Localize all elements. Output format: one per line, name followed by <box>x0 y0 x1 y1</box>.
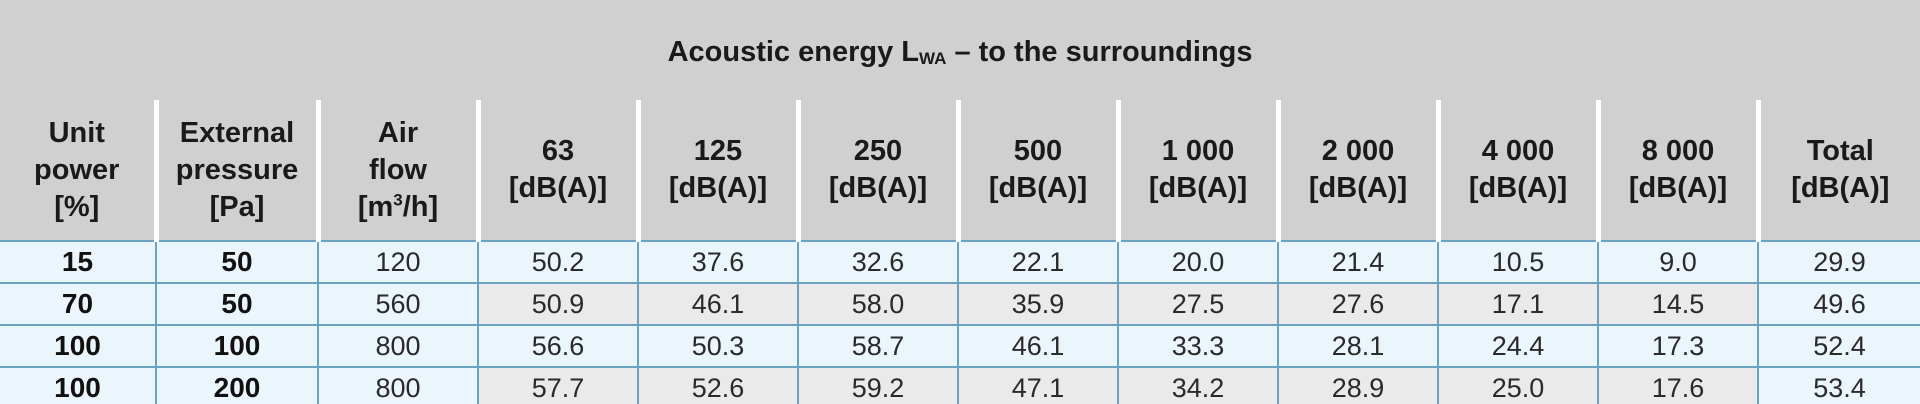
header-freq-label: 500 <box>1013 135 1063 167</box>
cell-total: 53.4 <box>1756 366 1920 404</box>
cell-value: 27.6 <box>1277 282 1438 325</box>
cell-value: 34.2 <box>1117 366 1278 404</box>
cell-external-pressure: 50 <box>155 282 318 325</box>
header-freq-label: 8 000 <box>1641 135 1715 167</box>
cell-total: 52.4 <box>1756 324 1920 367</box>
header-freq-500: 500 [dB(A)] <box>955 100 1118 241</box>
cell-external-pressure: 200 <box>155 366 318 404</box>
header-freq-label: 1 000 <box>1161 135 1235 167</box>
header-freq-2000: 2 000 [dB(A)] <box>1275 100 1438 241</box>
cell-value: 58.0 <box>797 282 958 325</box>
cell-unit-power: 70 <box>0 282 156 325</box>
header-freq-250: 250 [dB(A)] <box>795 100 958 241</box>
cell-unit-power: 15 <box>0 240 156 283</box>
title-subscript: WA <box>919 48 947 68</box>
header-freq-unit: [dB(A)] <box>988 172 1088 204</box>
cell-value: 27.5 <box>1117 282 1278 325</box>
header-external-pressure-unit: [Pa] <box>209 190 265 223</box>
header-freq-label: 125 <box>693 135 743 167</box>
header-freq-unit: [dB(A)] <box>668 172 768 204</box>
header-freq-unit: [dB(A)] <box>1468 172 1568 204</box>
header-freq-unit: [dB(A)] <box>1308 172 1408 204</box>
header-unit-power-unit: [%] <box>54 190 100 223</box>
header-external-pressure-line1: External <box>179 116 295 149</box>
cell-value: 14.5 <box>1597 282 1758 325</box>
cell-external-pressure: 50 <box>155 240 318 283</box>
header-freq-unit: [dB(A)] <box>1148 172 1248 204</box>
cell-value: 17.1 <box>1437 282 1598 325</box>
cell-value: 52.6 <box>637 366 798 404</box>
cell-total: 49.6 <box>1756 282 1920 325</box>
cell-value: 28.9 <box>1277 366 1438 404</box>
cell-value: 20.0 <box>1117 240 1278 283</box>
cell-air-flow: 800 <box>317 324 478 367</box>
table-row: 100 200 800 57.7 52.6 59.2 47.1 34.2 28.… <box>0 366 1920 404</box>
cell-air-flow: 800 <box>317 366 478 404</box>
header-total: Total [dB(A)] <box>1755 100 1920 241</box>
header-freq-label: 2 000 <box>1321 135 1395 167</box>
title-prefix: Acoustic energy L <box>667 35 919 68</box>
cell-value: 47.1 <box>957 366 1118 404</box>
cell-value: 28.1 <box>1277 324 1438 367</box>
header-air-flow-unit-sup: 3 <box>393 189 403 209</box>
header-air-flow-line1: Air <box>377 116 419 149</box>
title-suffix: – to the surroundings <box>946 35 1253 68</box>
header-total-label: Total <box>1806 135 1874 167</box>
header-freq-unit: [dB(A)] <box>508 172 608 204</box>
header-freq-8000: 8 000 [dB(A)] <box>1595 100 1758 241</box>
cell-value: 46.1 <box>957 324 1118 367</box>
header-unit-power-line1: Unit <box>48 116 105 149</box>
table-title: Acoustic energy LWA – to the surrounding… <box>0 0 1920 100</box>
header-air-flow: Air flow [m3/h] <box>315 100 478 241</box>
header-freq-unit: [dB(A)] <box>1628 172 1728 204</box>
cell-value: 37.6 <box>637 240 798 283</box>
header-freq-1000: 1 000 [dB(A)] <box>1115 100 1278 241</box>
table-row: 15 50 120 50.2 37.6 32.6 22.1 20.0 21.4 … <box>0 240 1920 283</box>
header-air-flow-line2: flow <box>369 153 427 186</box>
cell-value: 22.1 <box>957 240 1118 283</box>
header-unit-power-line2: power <box>34 153 120 186</box>
header-freq-label: 250 <box>853 135 903 167</box>
cell-unit-power: 100 <box>0 324 156 367</box>
header-freq-125: 125 [dB(A)] <box>635 100 798 241</box>
cell-air-flow: 120 <box>317 240 478 283</box>
cell-value: 32.6 <box>797 240 958 283</box>
header-air-flow-unit-b: /h] <box>402 190 439 223</box>
cell-value: 59.2 <box>797 366 958 404</box>
header-external-pressure-line2: pressure <box>175 153 299 186</box>
cell-value: 21.4 <box>1277 240 1438 283</box>
cell-external-pressure: 100 <box>155 324 318 367</box>
cell-value: 50.2 <box>477 240 638 283</box>
cell-value: 10.5 <box>1437 240 1598 283</box>
cell-value: 50.3 <box>637 324 798 367</box>
cell-value: 50.9 <box>477 282 638 325</box>
header-total-unit: [dB(A)] <box>1791 172 1890 204</box>
table-row: 70 50 560 50.9 46.1 58.0 35.9 27.5 27.6 … <box>0 282 1920 325</box>
cell-value: 35.9 <box>957 282 1118 325</box>
table-row: 100 100 800 56.6 50.3 58.7 46.1 33.3 28.… <box>0 324 1920 367</box>
cell-value: 58.7 <box>797 324 958 367</box>
header-external-pressure: External pressure [Pa] <box>153 100 318 241</box>
cell-unit-power: 100 <box>0 366 156 404</box>
cell-value: 46.1 <box>637 282 798 325</box>
cell-value: 17.3 <box>1597 324 1758 367</box>
cell-value: 17.6 <box>1597 366 1758 404</box>
cell-value: 25.0 <box>1437 366 1598 404</box>
header-freq-label: 4 000 <box>1481 135 1555 167</box>
header-unit-power: Unit power [%] <box>0 100 156 241</box>
cell-total: 29.9 <box>1756 240 1920 283</box>
header-air-flow-unit-a: [m <box>357 190 394 223</box>
header-freq-4000: 4 000 [dB(A)] <box>1435 100 1598 241</box>
header-freq-label: 63 <box>541 135 575 167</box>
header-freq-unit: [dB(A)] <box>828 172 928 204</box>
cell-value: 33.3 <box>1117 324 1278 367</box>
cell-value: 57.7 <box>477 366 638 404</box>
cell-air-flow: 560 <box>317 282 478 325</box>
header-freq-63: 63 [dB(A)] <box>475 100 638 241</box>
cell-value: 24.4 <box>1437 324 1598 367</box>
cell-value: 56.6 <box>477 324 638 367</box>
cell-value: 9.0 <box>1597 240 1758 283</box>
